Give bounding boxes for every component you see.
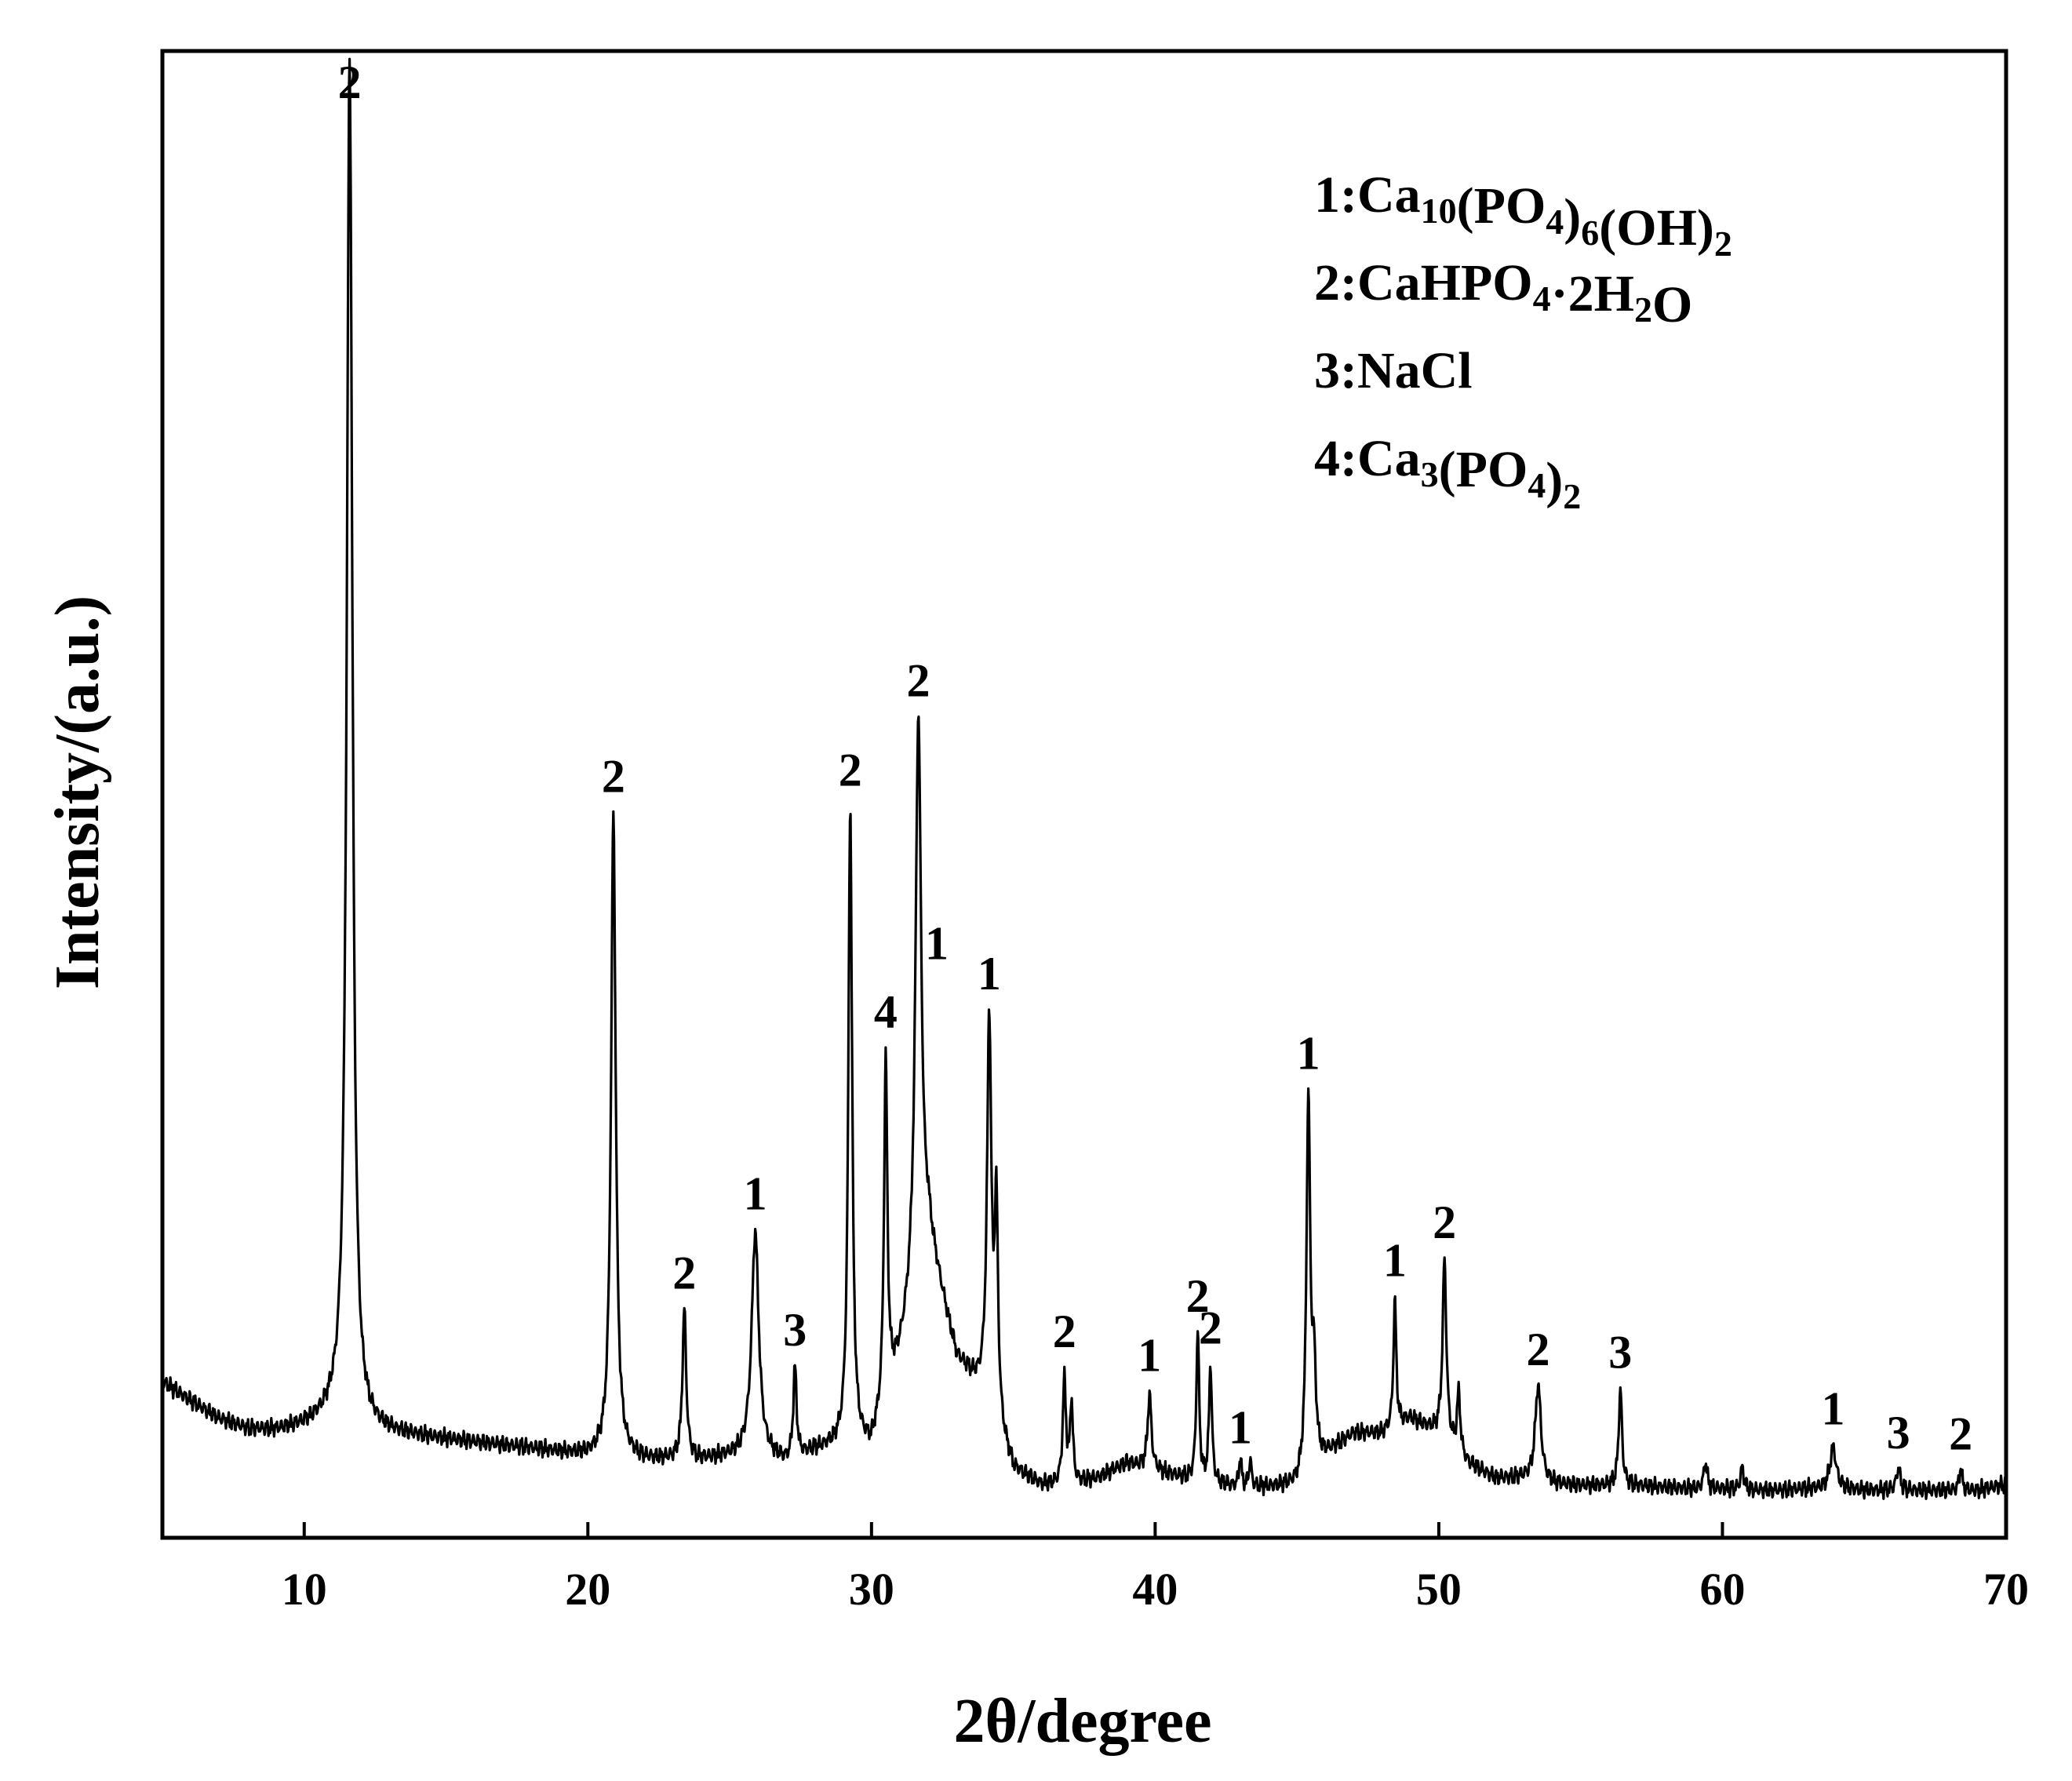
peak-label: 1 xyxy=(1297,1028,1320,1080)
peak-label: 2 xyxy=(602,750,625,802)
peak-label: 3 xyxy=(1608,1326,1632,1378)
peak-label: 3 xyxy=(1887,1407,1910,1459)
legend-entry: 2:CaHPO4·2H2O xyxy=(1314,254,1692,333)
legend: 1:Ca10(PO4)6(OH)22:CaHPO4·2H2O 3:NaCl 4:Ca… xyxy=(1314,166,1732,516)
peak-label: 2 xyxy=(1053,1306,1076,1357)
legend-entry: 1:Ca10(PO4)6(OH)2 xyxy=(1314,166,1732,264)
legend-entry: 3:NaCl xyxy=(1314,342,1473,399)
peak-label: 2 xyxy=(1199,1302,1222,1353)
x-tick-label: 10 xyxy=(282,1564,327,1615)
peak-label: 1 xyxy=(1383,1235,1407,1287)
x-tick-label: 30 xyxy=(849,1564,894,1615)
peak-label: 1 xyxy=(1229,1402,1252,1454)
peak-label: 1 xyxy=(744,1167,767,1219)
x-axis-ticks: 10 20 30 40 50 60 70 xyxy=(282,1522,2029,1615)
x-tick-label: 70 xyxy=(1983,1564,2029,1615)
peak-label: 2 xyxy=(672,1247,696,1298)
peak-label: 3 xyxy=(783,1304,807,1356)
plot-frame xyxy=(160,49,2008,1540)
x-axis-title: 2θ/degree xyxy=(953,1687,1211,1756)
peak-label: 1 xyxy=(978,948,1001,1000)
peak-label: 2 xyxy=(1186,1270,1210,1322)
legend-entry: 4:Ca3(PO4)2 xyxy=(1314,430,1581,516)
peak-label: 2 xyxy=(1949,1408,1972,1459)
y-axis-title: Intensity/(a.u.) xyxy=(43,595,112,989)
peak-label: 1 xyxy=(925,917,949,969)
x-tick-label: 40 xyxy=(1132,1564,1178,1615)
peak-label: 2 xyxy=(338,56,362,108)
peak-label: 4 xyxy=(874,986,898,1038)
peak-label: 2 xyxy=(1433,1196,1456,1248)
peak-label: 1 xyxy=(1821,1382,1844,1434)
peak-label: 2 xyxy=(907,654,930,706)
peak-label: 1 xyxy=(1138,1329,1161,1381)
peak-label: 2 xyxy=(839,745,862,796)
x-tick-label: 20 xyxy=(565,1564,610,1615)
x-tick-label: 60 xyxy=(1699,1564,1745,1615)
x-tick-label: 50 xyxy=(1416,1564,1462,1615)
peak-label: 2 xyxy=(1526,1324,1549,1375)
xrd-pattern-line xyxy=(161,57,2007,1500)
